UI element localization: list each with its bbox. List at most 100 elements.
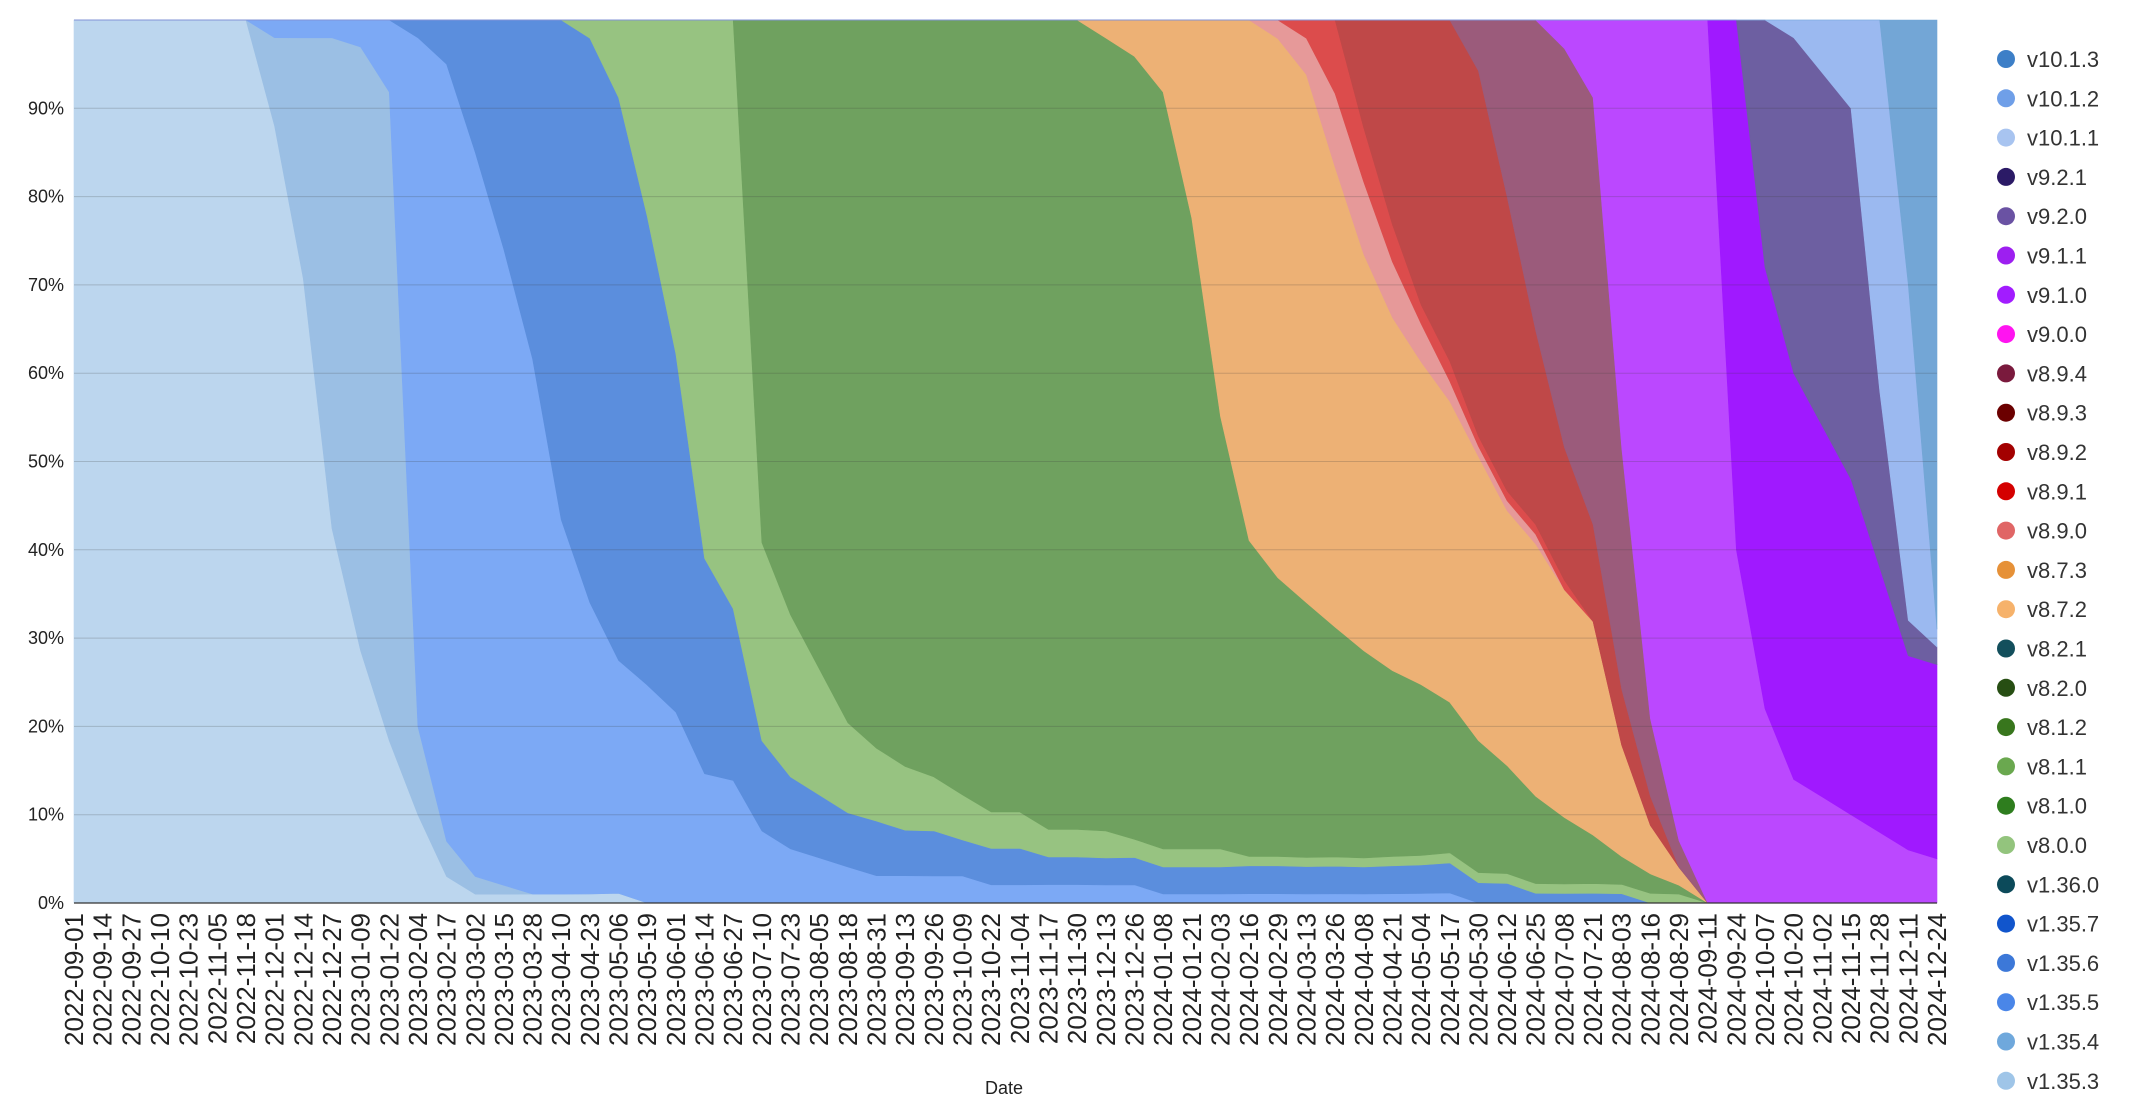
legend-swatch-v10-1-3 [1997,50,2015,68]
x-tick-label: 2024-02-29 [1263,913,1293,1046]
legend-label-v8-2-0: v8.2.0 [2027,676,2087,701]
legend-label-v10-1-3: v10.1.3 [2027,47,2099,72]
legend-label-v8-9-3: v8.9.3 [2027,401,2087,426]
x-tick-label: 2023-12-13 [1091,913,1121,1046]
y-tick-label: 30% [28,628,64,648]
legend-label-v8-7-2: v8.7.2 [2027,597,2087,622]
legend-label-v9-1-0: v9.1.0 [2027,283,2087,308]
legend-swatch-v1-36-0 [1997,875,2015,894]
legend-label-v1-36-0: v1.36.0 [2027,872,2099,897]
x-tick-label: 2022-12-01 [260,913,290,1046]
x-tick-label: 2023-10-09 [948,913,978,1046]
x-tick-label: 2023-03-02 [460,913,490,1046]
legend-swatch-v10-1-2 [1997,89,2015,108]
legend-swatch-v8-0-0 [1997,836,2015,854]
y-tick-label: 80% [28,187,64,207]
x-tick-label: 2024-02-03 [1205,913,1235,1046]
y-tick-label: 60% [28,363,64,383]
x-tick-label: 2022-12-27 [317,913,347,1046]
chart-areas [73,19,1938,904]
legend-swatch-v9-1-1 [1997,246,2015,265]
x-axis-label: Date [985,1078,1023,1098]
x-tick-label: 2024-08-16 [1635,913,1665,1046]
legend-swatch-v9-2-1 [1997,167,2015,186]
legend-swatch-v8-7-3 [1997,560,2015,579]
legend-swatch-v8-9-3 [1997,403,2015,422]
legend-swatch-v8-7-2 [1997,600,2015,619]
x-tick-label: 2023-09-13 [890,913,920,1046]
legend-swatch-v8-1-2 [1997,718,2015,737]
legend-label-v8-1-2: v8.1.2 [2027,715,2087,740]
legend-label-v1-35-7: v1.35.7 [2027,912,2099,937]
x-tick-label: 2024-05-17 [1435,913,1465,1046]
legend-swatch-v1-35-5 [1997,993,2015,1012]
legend-swatch-v9-1-0 [1997,285,2015,304]
legend-swatch-v10-1-1 [1997,128,2015,147]
x-tick-label: 2022-11-18 [231,913,261,1044]
x-tick-label: 2024-11-28 [1865,913,1895,1044]
legend-swatch-v8-9-1 [1997,482,2015,501]
x-tick-label: 2023-11-04 [1005,913,1035,1044]
y-axis-ticks: 0% 10% 20% 30% 40% 50% 60% 70% 80% 90% [28,98,64,913]
legend-swatch-v8-2-1 [1997,639,2015,658]
x-tick-label: 2022-09-27 [116,913,146,1046]
legend-swatch-v9-2-0 [1997,207,2015,226]
legend-swatch-v8-9-2 [1997,443,2015,461]
legend-label-v1-35-5: v1.35.5 [2027,990,2099,1015]
x-tick-label: 2024-11-15 [1836,913,1866,1044]
x-tick-label: 2023-07-23 [776,913,806,1046]
legend-label-v9-2-0: v9.2.0 [2027,204,2087,229]
x-tick-label: 2023-06-14 [690,913,720,1046]
x-tick-label: 2024-04-08 [1349,913,1379,1046]
legend-label-v8-9-1: v8.9.1 [2027,479,2087,504]
x-tick-label: 2023-02-04 [403,913,433,1046]
legend-label-v10-1-2: v10.1.2 [2027,86,2099,111]
x-tick-label: 2023-08-31 [862,913,892,1046]
chart-legend: v10.1.3 v10.1.2 v10.1.1 v9.2.1 v9.2.0 v9.1.1 v… [1997,47,2099,1094]
y-tick-label: 20% [28,716,64,736]
legend-label-v8-9-2: v8.9.2 [2027,440,2087,465]
x-tick-label: 2023-05-06 [604,913,634,1046]
legend-swatch-v1-35-4 [1997,1032,2015,1051]
x-tick-label: 2022-11-05 [202,913,232,1044]
legend-label-v8-1-0: v8.1.0 [2027,794,2087,819]
x-tick-label: 2023-04-23 [575,913,605,1046]
x-tick-label: 2023-01-22 [374,913,404,1046]
legend-label-v8-2-1: v8.2.1 [2027,637,2087,662]
x-tick-label: 2024-06-25 [1521,913,1551,1046]
legend-swatch-v8-2-0 [1997,678,2015,697]
legend-label-v10-1-1: v10.1.1 [2027,126,2099,151]
x-tick-label: 2022-12-14 [288,913,318,1046]
x-tick-label: 2024-08-03 [1607,913,1637,1046]
legend-label-v8-9-4: v8.9.4 [2027,361,2087,386]
legend-swatch-v8-1-1 [1997,757,2015,776]
y-tick-label: 0% [38,893,64,913]
x-tick-label: 2023-10-22 [976,913,1006,1046]
legend-label-v9-1-1: v9.1.1 [2027,244,2087,269]
x-tick-label: 2024-07-21 [1578,913,1608,1046]
x-tick-label: 2024-10-20 [1779,913,1809,1046]
legend-swatch-v8-1-0 [1997,796,2015,815]
x-tick-label: 2023-03-15 [489,913,519,1046]
legend-label-v8-9-0: v8.9.0 [2027,519,2087,544]
legend-swatch-v8-9-4 [1997,364,2015,383]
legend-label-v1-35-6: v1.35.6 [2027,951,2099,976]
x-tick-label: 2023-09-26 [919,913,949,1046]
x-axis-ticks: 2022-09-012022-09-142022-09-272022-10-10… [59,913,1952,1046]
x-tick-label: 2022-09-01 [59,913,89,1046]
x-tick-label: 2024-04-21 [1377,913,1407,1046]
x-tick-label: 2024-01-21 [1177,913,1207,1046]
x-tick-label: 2023-11-30 [1062,913,1092,1044]
x-tick-label: 2024-12-11 [1893,913,1923,1044]
legend-swatch-v1-35-3 [1997,1071,2015,1090]
x-tick-label: 2023-06-27 [718,913,748,1046]
legend-swatch-v9-0-0 [1997,325,2015,344]
x-tick-label: 2024-09-11 [1693,913,1723,1044]
legend-label-v8-1-1: v8.1.1 [2027,754,2087,779]
x-tick-label: 2022-10-23 [174,913,204,1046]
legend-swatch-v1-35-6 [1997,953,2015,972]
x-tick-label: 2023-06-01 [661,913,691,1046]
y-tick-label: 50% [28,452,64,472]
